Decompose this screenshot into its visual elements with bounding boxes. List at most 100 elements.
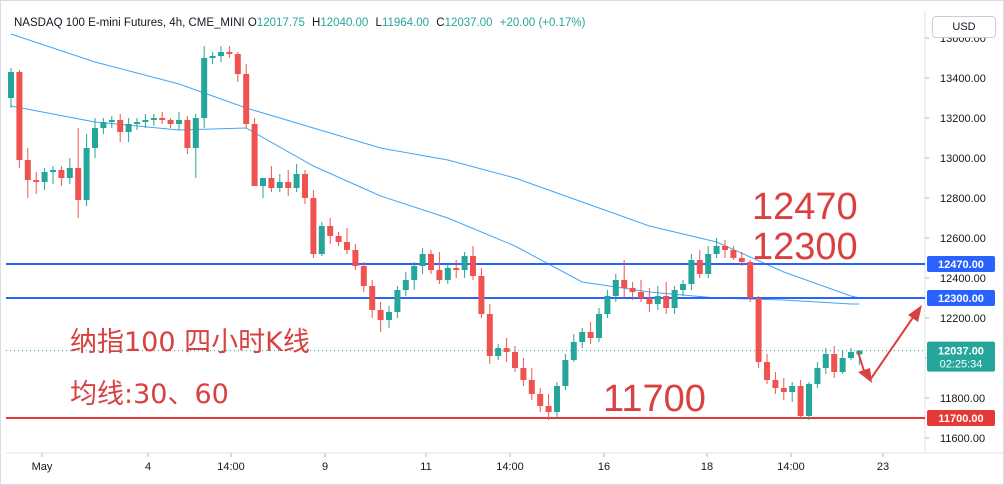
- candle-body: [612, 280, 619, 296]
- arrow-up-shaft: [869, 315, 915, 381]
- x-tick-label: 23: [877, 461, 889, 473]
- candle-body: [335, 236, 342, 242]
- candle-body: [411, 266, 418, 280]
- candle-body: [268, 178, 275, 188]
- x-tick-label: 18: [701, 461, 713, 473]
- candle-body: [772, 380, 779, 388]
- candle-body: [377, 310, 384, 320]
- candle-body: [344, 242, 350, 250]
- candle-body: [276, 182, 283, 188]
- x-tick-label: 16: [598, 461, 610, 473]
- low-value: 11964.00: [381, 17, 430, 29]
- candle-body: [780, 388, 787, 392]
- x-tick-label: 14:00: [496, 461, 524, 473]
- y-tick-label: 11600.00: [940, 433, 985, 445]
- candle-body: [839, 358, 846, 372]
- current-price-label: 12037.00: [938, 346, 984, 358]
- candle-body: [436, 270, 443, 280]
- x-tick-label: 9: [322, 461, 328, 473]
- candle-body: [503, 348, 510, 352]
- candle-body: [554, 386, 560, 412]
- candle-body: [327, 226, 334, 236]
- candle-body: [125, 124, 132, 132]
- y-tick-label: 12600.00: [940, 233, 986, 245]
- candle-body: [646, 298, 653, 304]
- candle-body: [688, 260, 695, 284]
- candle-body: [562, 360, 569, 386]
- candle-body: [856, 350, 863, 355]
- bar-countdown-label: 02:25:34: [940, 359, 983, 371]
- candle-body: [83, 148, 90, 200]
- symbol-header: NASDAQ 100 E-mini Futures, 4h, CME_MINI …: [14, 17, 589, 29]
- x-tick-label: 4: [145, 461, 151, 473]
- candle-body: [142, 120, 149, 122]
- level-tag-12300: [927, 290, 995, 306]
- y-tick-label: 13400.00: [940, 73, 986, 85]
- x-tick-label: 14:00: [217, 461, 245, 473]
- candle-body: [58, 170, 65, 178]
- candle-body: [537, 394, 544, 406]
- candle-body: [108, 120, 115, 122]
- candle-body: [310, 198, 317, 254]
- candle-body: [797, 386, 804, 416]
- candle-body: [705, 254, 712, 274]
- candle-body: [234, 54, 241, 74]
- candle-body: [848, 352, 854, 358]
- candle-body: [369, 286, 376, 310]
- x-tick-label: 11: [420, 461, 431, 473]
- ma-line-ma60: [10, 33, 860, 299]
- candle-body: [495, 348, 502, 356]
- candle-body: [738, 258, 745, 262]
- y-tick-label: 11800.00: [940, 393, 985, 405]
- candle-body: [386, 312, 392, 320]
- candle-body: [50, 170, 56, 172]
- candle-body: [596, 314, 602, 338]
- level-tag-12470: [927, 256, 995, 272]
- candle-body: [587, 332, 594, 338]
- candle-body: [226, 52, 233, 54]
- arrow-up-head: [908, 305, 922, 322]
- candle-body: [722, 246, 728, 250]
- candle-body: [8, 72, 14, 98]
- close-value: 12037.00: [444, 17, 493, 29]
- current-price-tag: [927, 341, 995, 372]
- high-label: H: [312, 17, 321, 29]
- symbol-title: NASDAQ 100 E-mini Futures, 4h, CME_MINI: [14, 17, 245, 29]
- annotation-12300: 12300: [752, 226, 858, 268]
- low-label: L: [375, 17, 382, 29]
- currency-button[interactable]: USD: [932, 16, 996, 38]
- candle-body: [806, 384, 812, 416]
- candle-body: [100, 122, 107, 128]
- candle-body: [444, 268, 451, 280]
- candle-body: [260, 178, 266, 186]
- candle-body: [453, 268, 460, 270]
- level-tag-11700: [927, 410, 995, 426]
- candle-body: [184, 120, 191, 148]
- open-value: 12017.75: [256, 17, 305, 29]
- candle-body: [696, 260, 703, 274]
- y-tick-label: 12200.00: [940, 313, 986, 325]
- candle-body: [528, 380, 535, 394]
- candle-body: [66, 168, 73, 178]
- x-tick-label: 14:00: [777, 461, 805, 473]
- x-tick-label: May: [32, 461, 53, 473]
- arrow-down-head: [858, 368, 872, 383]
- candle-body: [394, 290, 401, 312]
- y-tick-label: 13200.00: [940, 113, 986, 125]
- candle-body: [428, 254, 434, 270]
- candle-body: [167, 120, 174, 124]
- candle-body: [318, 226, 325, 254]
- close-label: C: [436, 17, 445, 29]
- candle-body: [755, 298, 762, 362]
- candle-body: [92, 128, 98, 148]
- candle-body: [638, 292, 644, 298]
- candle-body: [209, 56, 216, 58]
- candle-body: [285, 182, 292, 188]
- candle-body: [24, 160, 31, 180]
- candle-body: [814, 368, 821, 384]
- annotation-12470: 12470: [752, 186, 858, 228]
- y-tick-label: 12400.00: [940, 273, 986, 285]
- candle-body: [654, 296, 661, 304]
- candle-body: [461, 256, 468, 270]
